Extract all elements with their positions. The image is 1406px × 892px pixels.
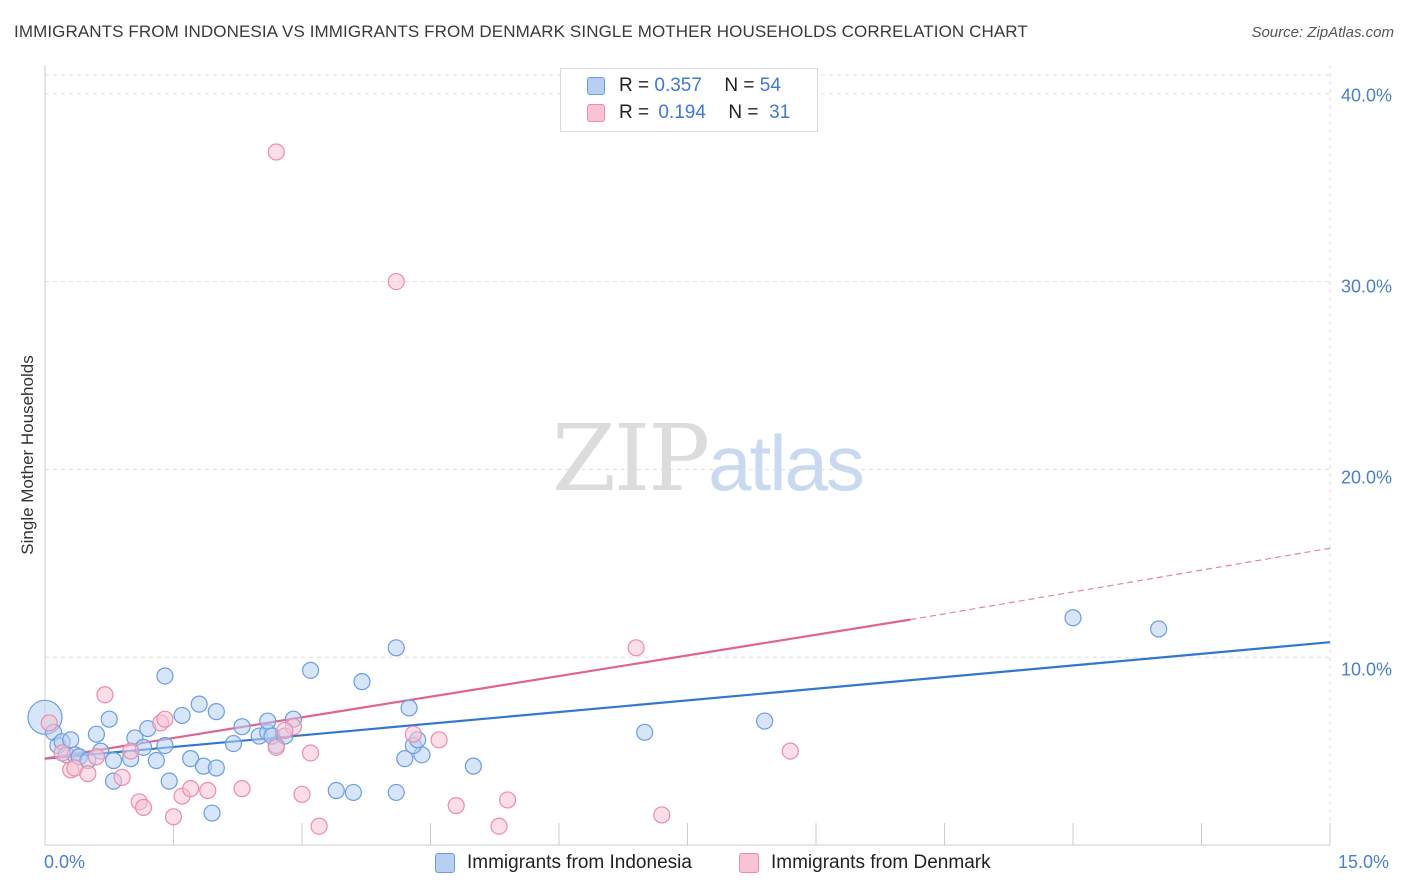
denmark-point <box>233 780 251 798</box>
indonesia-point <box>182 750 200 768</box>
indonesia-point <box>147 751 165 770</box>
denmark-point <box>267 143 285 161</box>
watermark: ZIPatlas <box>552 405 865 512</box>
r-value: 0.194 <box>658 102 706 123</box>
indonesia-point <box>233 718 251 736</box>
y-tick-label: 20.0% <box>1340 467 1392 488</box>
indonesia-point <box>100 710 118 728</box>
indonesia-point <box>156 736 174 755</box>
denmark-point <box>96 686 114 704</box>
n-label: N = <box>728 102 759 123</box>
denmark-swatch <box>587 104 605 122</box>
denmark-point <box>267 738 285 756</box>
legend-row-denmark: R = 0.194 N = 31 <box>587 100 790 126</box>
denmark-point <box>499 791 517 809</box>
legend-item-indonesia: Immigrants from Indonesia <box>435 852 692 874</box>
indonesia-point <box>207 703 225 721</box>
legend-row-indonesia: R = 0.357 N = 54 <box>587 73 781 99</box>
watermark-atlas: atlas <box>708 419 865 507</box>
y-tick-label: 40.0% <box>1340 85 1392 106</box>
denmark-point <box>653 806 671 824</box>
denmark-point <box>276 721 294 740</box>
denmark-trend-line <box>44 618 911 760</box>
indonesia-point <box>636 723 654 741</box>
denmark-point <box>781 742 799 760</box>
watermark-zip: ZIP <box>552 405 710 512</box>
indonesia-point <box>387 639 405 657</box>
denmark-legend-label: Immigrants from Denmark <box>771 852 991 873</box>
n-label: N = <box>724 75 755 96</box>
stats-legend: R = 0.357 N = 54 R = 0.194 N = 31 <box>560 68 818 132</box>
y-axis-label: Single Mother Households <box>18 355 37 555</box>
r-label: R = <box>619 102 650 123</box>
indonesia-point <box>327 781 345 800</box>
denmark-point <box>387 272 405 291</box>
indonesia-point <box>207 759 225 777</box>
indonesia-point <box>1064 609 1082 627</box>
indonesia-point <box>301 661 320 679</box>
denmark-point <box>199 781 217 800</box>
denmark-point <box>301 744 320 762</box>
indonesia-point <box>396 750 414 768</box>
denmark-point <box>627 639 645 657</box>
data-points <box>27 143 1168 835</box>
indonesia-swatch <box>587 77 605 95</box>
denmark-point <box>53 744 71 762</box>
denmark-point <box>447 796 465 815</box>
indonesia-point <box>160 772 178 790</box>
x-tick-label-start: 0.0% <box>44 852 86 872</box>
n-value: 31 <box>769 102 791 123</box>
legend-item-denmark: Immigrants from Denmark <box>739 852 991 874</box>
indonesia-point <box>344 783 362 802</box>
indonesia-point <box>224 734 243 753</box>
source-label: Source: ZipAtlas.com <box>1251 24 1394 41</box>
denmark-trend-extension <box>910 547 1331 621</box>
denmark-point <box>113 768 131 786</box>
denmark-legend-swatch <box>739 853 759 873</box>
y-tick-label: 10.0% <box>1340 659 1392 680</box>
denmark-point <box>40 714 58 732</box>
denmark-point <box>122 742 140 760</box>
indonesia-legend-label: Immigrants from Indonesia <box>467 852 692 873</box>
indonesia-point <box>1150 620 1168 638</box>
indonesia-point <box>353 673 371 691</box>
indonesia-point <box>156 667 174 685</box>
indonesia-legend-swatch <box>435 853 455 873</box>
denmark-point <box>182 780 200 798</box>
x-tick-label-end: 15.0% <box>1338 852 1390 872</box>
denmark-point <box>79 765 97 783</box>
indonesia-point <box>203 804 221 822</box>
indonesia-point <box>464 757 482 775</box>
r-label: R = <box>619 75 650 96</box>
r-value: 0.357 <box>654 75 702 96</box>
indonesia-point <box>104 751 123 770</box>
y-tick-label: 30.0% <box>1340 276 1392 297</box>
denmark-point <box>404 725 422 743</box>
denmark-point <box>156 710 174 728</box>
indonesia-point <box>259 712 277 730</box>
indonesia-point <box>400 699 418 717</box>
denmark-point <box>430 731 448 749</box>
indonesia-point <box>755 712 774 730</box>
denmark-point <box>134 798 153 817</box>
indonesia-point <box>190 695 208 713</box>
denmark-point <box>164 808 183 826</box>
indonesia-point <box>173 706 191 725</box>
chart-title: IMMIGRANTS FROM INDONESIA VS IMMIGRANTS … <box>14 22 1028 41</box>
denmark-point <box>293 785 311 803</box>
indonesia-point <box>87 725 106 743</box>
n-value: 54 <box>759 75 781 96</box>
denmark-point <box>490 817 508 835</box>
denmark-point <box>87 748 106 766</box>
indonesia-point <box>387 783 405 802</box>
denmark-point <box>310 817 328 835</box>
